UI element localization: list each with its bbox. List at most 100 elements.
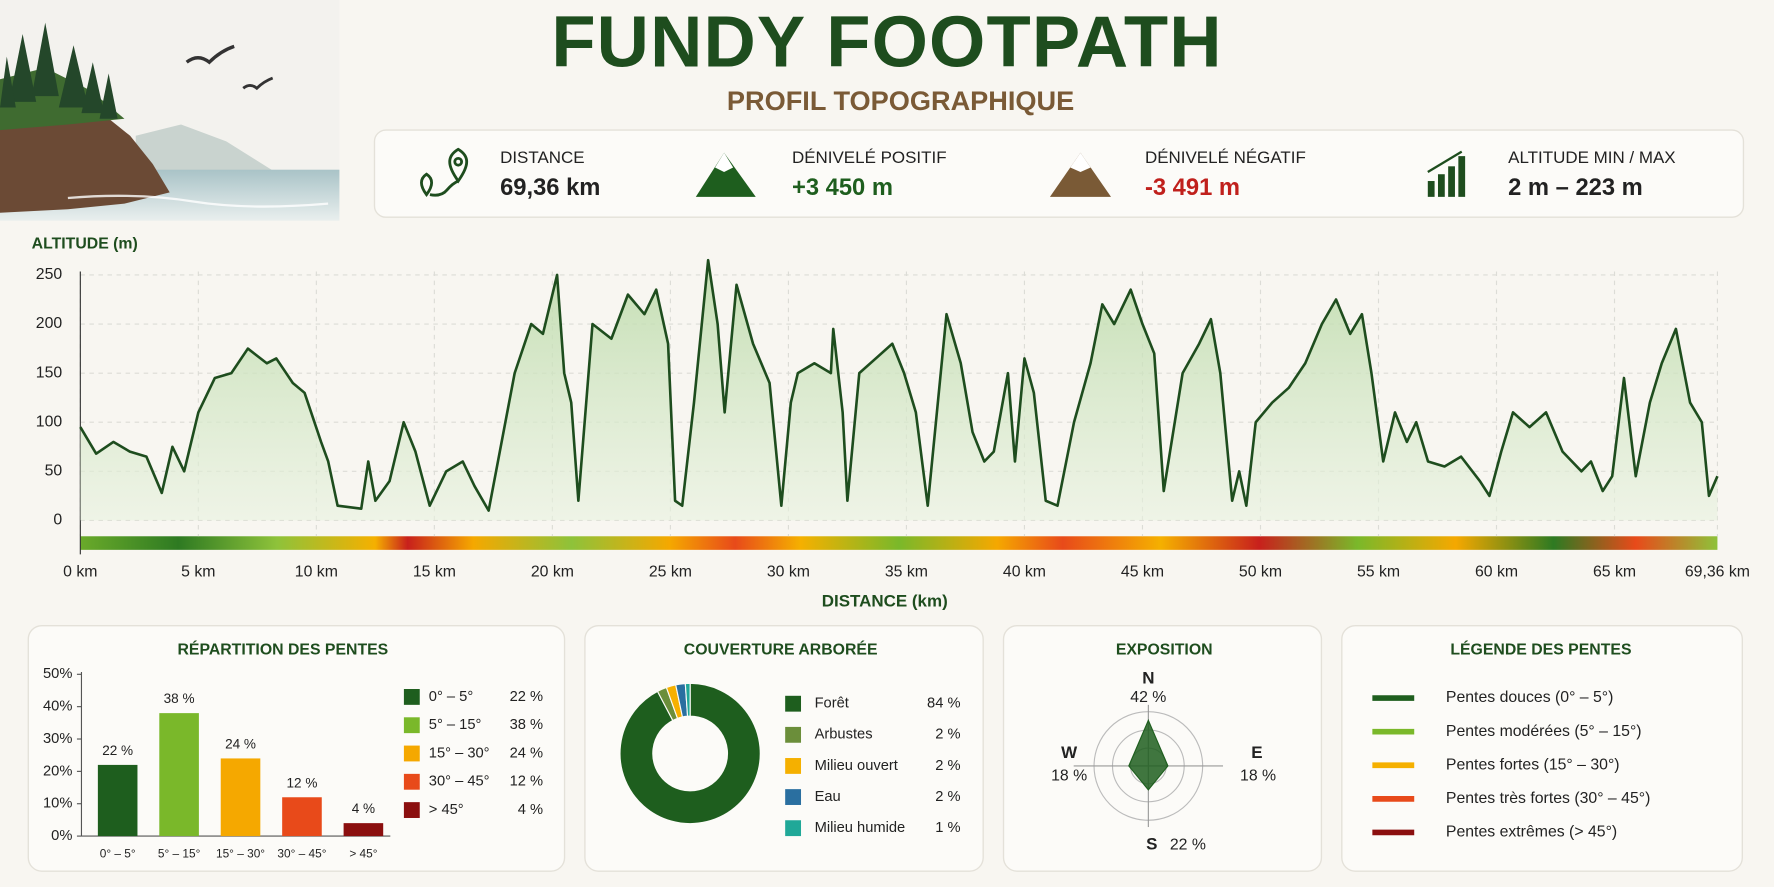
stat-value: 2 m – 223 m <box>1508 174 1643 201</box>
panel-title: COUVERTURE ARBORÉE <box>684 640 878 659</box>
legend-swatch <box>785 726 802 743</box>
legend-label: Milieu ouvert <box>815 758 898 774</box>
legend-value: 2 % <box>935 727 960 743</box>
value-label: 12 % <box>287 775 318 790</box>
legend-label: Pentes extrêmes (> 45°) <box>1446 824 1617 841</box>
direction-value: 18 % <box>1051 767 1087 784</box>
legend-swatch <box>785 758 802 774</box>
legend-value: 84 % <box>927 696 960 712</box>
page-subtitle: PROFIL TOPOGRAPHIQUE <box>727 85 1074 116</box>
legend-label: 30° – 45° <box>429 774 490 790</box>
legend-value: 38 % <box>510 717 543 733</box>
y-tick-label: 100 <box>36 413 63 430</box>
legend-label: > 45° <box>429 802 464 818</box>
x-tick-label: 10 km <box>295 564 338 581</box>
direction-label: E <box>1251 743 1262 762</box>
x-tick-label: 15° – 30° <box>216 846 265 860</box>
panel-title: LÉGENDE DES PENTES <box>1450 640 1631 659</box>
radar-area <box>1128 718 1169 791</box>
legend-swatch <box>403 689 420 705</box>
x-tick-label: 25 km <box>649 564 692 581</box>
stat-value: 69,36 km <box>500 174 600 201</box>
legend-swatch <box>785 789 802 805</box>
x-tick-label: 55 km <box>1357 564 1400 581</box>
bar <box>282 797 322 837</box>
direction-value: 18 % <box>1240 767 1276 784</box>
slope-strip <box>80 536 1718 550</box>
y-tick-label: 50 <box>45 463 63 480</box>
stat-label: DÉNIVELÉ POSITIF <box>792 148 947 167</box>
legend-swatch <box>403 745 420 762</box>
y-tick-label: 0% <box>51 828 72 844</box>
stat-icon-altitude <box>1427 150 1466 197</box>
stat-icon-descent <box>1049 152 1112 197</box>
legend-label: Pentes très fortes (30° – 45°) <box>1446 790 1650 807</box>
y-tick-label: 50% <box>43 666 72 682</box>
direction-value: 42 % <box>1130 689 1166 706</box>
x-tick-label: 30 km <box>767 564 810 581</box>
panel-legend <box>1341 624 1744 872</box>
pie-slice <box>684 682 691 717</box>
elevation-area <box>80 260 1718 521</box>
x-tick-label: 35 km <box>885 564 928 581</box>
legend-label: 0° – 5° <box>429 689 473 705</box>
y-tick-label: 20% <box>43 763 72 779</box>
bar <box>159 713 199 837</box>
legend-label: Pentes fortes (15° – 30°) <box>1446 756 1620 773</box>
stat-label: DÉNIVELÉ NÉGATIF <box>1145 148 1306 167</box>
legend-value: 12 % <box>510 774 543 790</box>
bar <box>220 758 261 837</box>
legend-value: 1 % <box>935 820 960 836</box>
stat-value: +3 450 m <box>792 174 893 201</box>
y-tick-label: 30% <box>43 731 72 747</box>
x-tick-label: 0 km <box>63 564 97 581</box>
y-tick-label: 10% <box>43 796 72 812</box>
legend-label: Milieu humide <box>815 820 906 836</box>
elevation-line <box>79 258 1719 512</box>
page-title: FUNDY FOOTPATH <box>551 2 1222 83</box>
value-label: 38 % <box>164 691 195 706</box>
y-tick-label: 40% <box>43 699 72 715</box>
value-label: 24 % <box>225 736 256 751</box>
legend-value: 24 % <box>510 745 543 761</box>
panel-title: EXPOSITION <box>1116 642 1213 659</box>
direction-label: S <box>1146 835 1157 854</box>
x-tick-label: 5° – 15° <box>158 846 201 860</box>
stat-icon-ascent <box>695 152 756 197</box>
x-tick-label: 15 km <box>413 564 456 581</box>
bar <box>97 764 138 837</box>
x-tick-label: 45 km <box>1121 564 1164 581</box>
legend-swatch <box>403 717 420 734</box>
x-tick-label: 40 km <box>1003 564 1046 581</box>
y-tick-label: 150 <box>36 364 63 381</box>
legend-label: Eau <box>815 789 841 805</box>
bar <box>343 823 384 837</box>
legend-value: 4 % <box>518 802 543 818</box>
legend-value: 2 % <box>935 789 960 805</box>
legend-label: Arbustes <box>815 727 873 743</box>
landscape-illustration <box>0 0 340 221</box>
stat-label: DISTANCE <box>500 148 585 167</box>
legend-label: Forêt <box>815 696 849 712</box>
panel-exposure <box>1002 624 1323 872</box>
x-tick-label: 50 km <box>1239 564 1282 581</box>
stat-value: -3 491 m <box>1145 174 1240 201</box>
y-tick-label: 0 <box>53 512 62 529</box>
x-tick-label: > 45° <box>349 846 377 860</box>
x-tick-label: 5 km <box>181 564 215 581</box>
panel-title: RÉPARTITION DES PENTES <box>177 640 388 659</box>
x-tick-label: 0° – 5° <box>100 846 136 860</box>
legend-label: Pentes modérées (5° – 15°) <box>1446 723 1642 740</box>
direction-label: N <box>1142 668 1154 687</box>
legend-value: 22 % <box>510 689 543 705</box>
y-axis-title: ALTITUDE (m) <box>32 236 138 253</box>
stat-label: ALTITUDE MIN / MAX <box>1508 148 1676 167</box>
legend-value: 2 % <box>935 758 960 774</box>
legend-swatch <box>785 695 802 712</box>
legend-label: 15° – 30° <box>429 745 490 761</box>
legend-swatch <box>403 773 420 790</box>
y-tick-label: 250 <box>36 266 63 283</box>
direction-label: W <box>1061 743 1077 762</box>
x-tick-label: 69,36 km <box>1685 564 1750 581</box>
